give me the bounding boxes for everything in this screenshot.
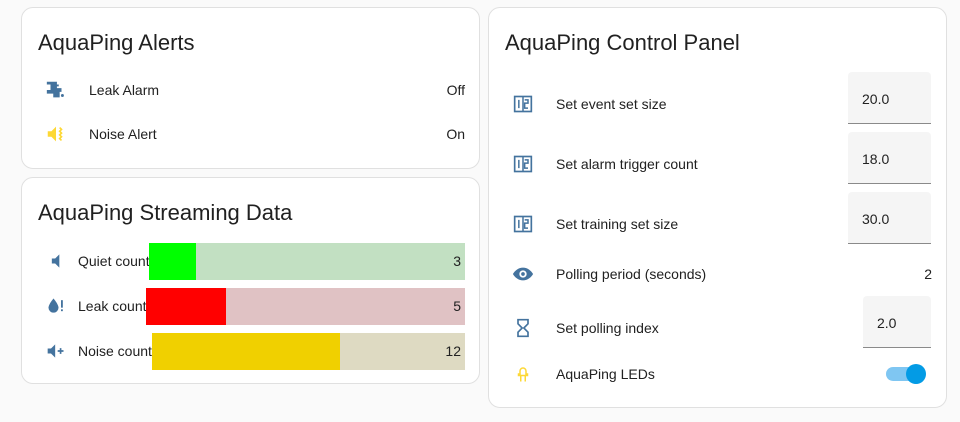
entity-row-noise-alert[interactable]: Noise Alert On xyxy=(22,114,479,154)
control-label: Set polling index xyxy=(556,320,659,336)
volume-plus-icon xyxy=(44,339,68,363)
card-title: AquaPing Alerts xyxy=(38,30,195,55)
bar-fill xyxy=(152,333,340,370)
control-value: 2 xyxy=(924,266,932,282)
bar-fill xyxy=(149,243,197,280)
entity-state: Off xyxy=(446,82,465,98)
pipe-leak-icon xyxy=(44,78,68,102)
number-input[interactable]: 20.0 xyxy=(848,72,931,124)
control-row: Polling period (seconds) 2 xyxy=(489,254,946,294)
control-row: AquaPing LEDs xyxy=(489,354,946,394)
eye-icon xyxy=(511,262,535,286)
control-label: Polling period (seconds) xyxy=(556,266,707,282)
control-row: Set event set size 20.0 xyxy=(489,72,946,130)
entity-row-leak-alarm[interactable]: Leak Alarm Off xyxy=(22,70,479,110)
bar-label: Leak count xyxy=(78,298,147,314)
entity-label: Leak Alarm xyxy=(89,82,160,98)
control-label: AquaPing LEDs xyxy=(556,366,655,382)
number-input[interactable]: 30.0 xyxy=(848,192,931,244)
numeric-box-icon xyxy=(511,152,535,176)
toggle-knob xyxy=(906,364,926,384)
led-on-icon xyxy=(511,362,535,386)
control-row: Set training set size 30.0 xyxy=(489,192,946,250)
bar-row[interactable]: Noise count 12 xyxy=(22,331,479,371)
control-card: AquaPing Control Panel Set event set siz… xyxy=(488,7,947,408)
number-input[interactable]: 2.0 xyxy=(863,296,931,348)
alerts-card: AquaPing Alerts Leak Alarm Off Noise Ale… xyxy=(21,7,480,169)
numeric-box-icon xyxy=(511,92,535,116)
bar-row[interactable]: Leak count 5 xyxy=(22,286,479,326)
entity-state: On xyxy=(446,126,465,142)
card-title: AquaPing Control Panel xyxy=(505,30,740,55)
bar-value: 3 xyxy=(453,253,461,269)
water-alert-icon xyxy=(44,294,68,318)
control-label: Set alarm trigger count xyxy=(556,156,698,172)
bar-label: Quiet count xyxy=(78,253,150,269)
control-label: Set event set size xyxy=(556,96,667,112)
entity-label: Noise Alert xyxy=(89,126,157,142)
hourglass-icon xyxy=(511,316,535,340)
bar-row[interactable]: Quiet count 3 xyxy=(22,241,479,281)
numeric-box-icon xyxy=(511,212,535,236)
number-input[interactable]: 18.0 xyxy=(848,132,931,184)
bar-value: 5 xyxy=(453,298,461,314)
bar-value: 12 xyxy=(445,343,461,359)
control-row: Set polling index 2.0 xyxy=(489,296,946,354)
control-label: Set training set size xyxy=(556,216,679,232)
bar-gauge: 12 xyxy=(152,333,465,370)
bar-label: Noise count xyxy=(78,343,152,359)
card-title: AquaPing Streaming Data xyxy=(38,200,293,225)
volume-low-icon xyxy=(44,249,68,273)
led-toggle[interactable] xyxy=(886,364,926,384)
control-row: Set alarm trigger count 18.0 xyxy=(489,132,946,190)
volume-vibrate-icon xyxy=(44,122,68,146)
bar-gauge: 3 xyxy=(149,243,465,280)
bar-gauge: 5 xyxy=(146,288,465,325)
bar-fill xyxy=(146,288,226,325)
streaming-card: AquaPing Streaming Data Quiet count 3 Leak… xyxy=(21,177,480,384)
